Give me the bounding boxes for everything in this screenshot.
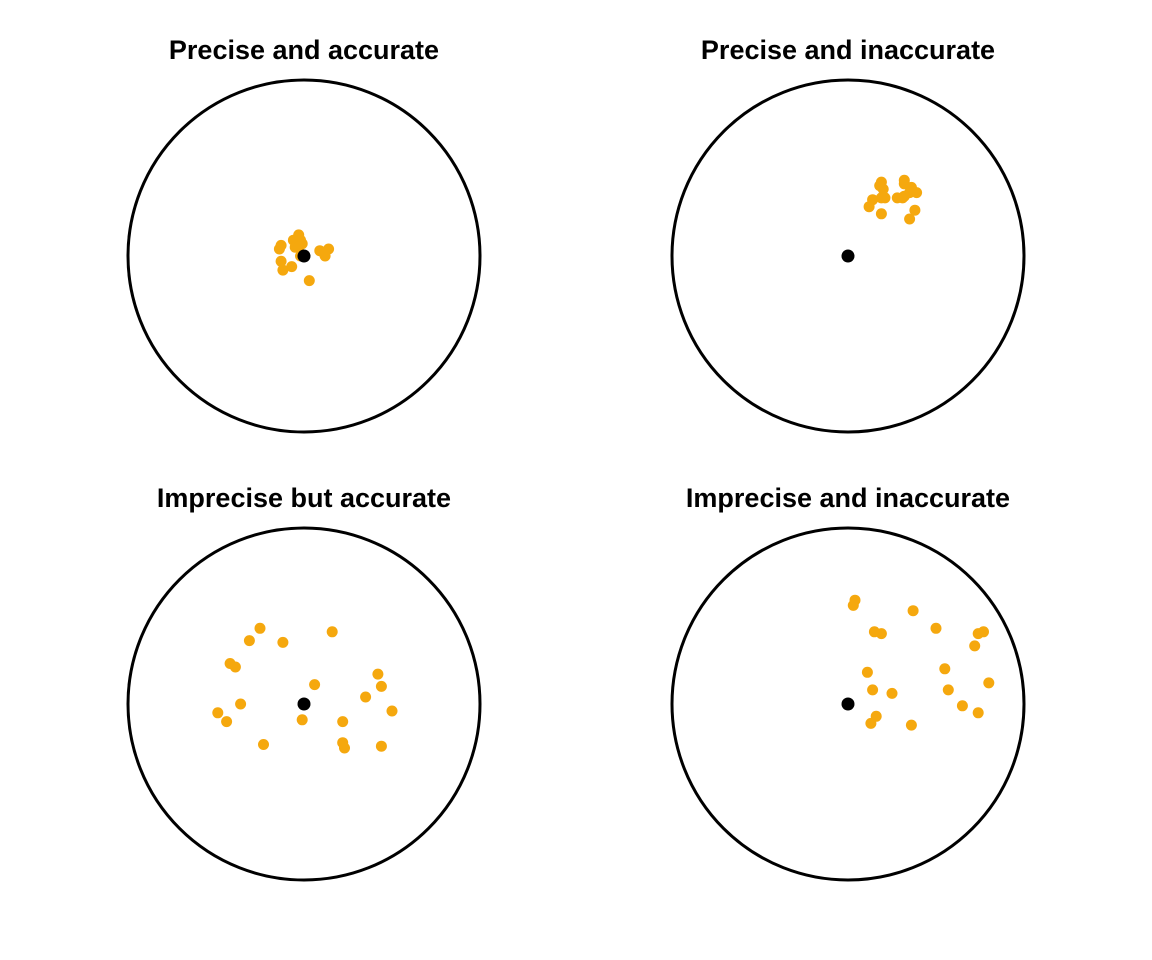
shot-point-precise-accurate: [275, 255, 287, 267]
shot-point-imprecise-accurate: [277, 636, 289, 648]
shot-point-imprecise-accurate: [386, 705, 398, 717]
shot-point-precise-accurate: [319, 250, 331, 262]
bullseye-center-precise-inaccurate: [841, 249, 855, 263]
shot-point-imprecise-accurate: [212, 707, 224, 719]
panel-precise-inaccurate: Precise and inaccurate: [670, 35, 1026, 434]
shot-point-precise-inaccurate: [879, 192, 891, 204]
panel-imprecise-accurate: Imprecise but accurate: [126, 483, 482, 882]
shot-point-imprecise-accurate: [339, 742, 350, 754]
bullseye-center-imprecise-inaccurate: [841, 697, 855, 711]
shot-point-imprecise-inaccurate: [867, 684, 879, 696]
shot-point-imprecise-inaccurate: [861, 666, 873, 678]
shot-point-imprecise-inaccurate: [847, 599, 859, 611]
shot-point-imprecise-accurate: [258, 739, 269, 750]
shot-point-imprecise-inaccurate: [942, 684, 954, 696]
shot-point-imprecise-accurate: [221, 716, 233, 728]
shot-point-precise-accurate: [286, 261, 298, 273]
target-circle-imprecise-inaccurate: [670, 526, 1026, 882]
shot-point-imprecise-accurate: [375, 740, 387, 752]
shot-point-imprecise-accurate: [372, 668, 384, 680]
target-circle-precise-inaccurate: [670, 78, 1026, 434]
shot-point-imprecise-inaccurate: [905, 719, 917, 731]
shot-point-imprecise-inaccurate: [930, 622, 942, 634]
target-circle-imprecise-accurate: [126, 526, 482, 882]
shot-point-imprecise-inaccurate: [978, 626, 989, 638]
shot-point-imprecise-inaccurate: [983, 677, 995, 689]
shot-point-imprecise-accurate: [309, 679, 321, 691]
shot-point-imprecise-inaccurate: [972, 707, 984, 719]
shot-point-precise-accurate: [277, 264, 289, 276]
bullseye-center-precise-accurate: [297, 249, 311, 263]
shot-point-imprecise-inaccurate: [865, 717, 877, 729]
panel-title-precise-accurate: Precise and accurate: [169, 35, 439, 65]
shot-point-imprecise-inaccurate: [939, 663, 951, 675]
shot-point-imprecise-accurate: [360, 691, 372, 703]
shot-point-precise-accurate: [273, 243, 285, 255]
panel-precise-accurate: Precise and accurate: [126, 35, 482, 434]
shot-point-imprecise-accurate: [375, 680, 387, 692]
shot-point-imprecise-accurate: [326, 626, 338, 638]
shot-point-imprecise-inaccurate: [956, 700, 968, 712]
shot-point-imprecise-accurate: [254, 622, 266, 634]
shot-point-imprecise-inaccurate: [886, 687, 898, 699]
shot-point-imprecise-inaccurate: [875, 628, 887, 640]
shot-point-precise-inaccurate: [891, 192, 903, 204]
target-circle-precise-accurate: [126, 78, 482, 434]
shot-point-precise-accurate: [303, 275, 315, 287]
shot-point-imprecise-inaccurate: [907, 605, 919, 617]
shot-point-precise-inaccurate: [877, 183, 889, 195]
shot-point-imprecise-inaccurate: [969, 640, 981, 652]
panel-title-imprecise-accurate: Imprecise but accurate: [157, 483, 451, 513]
shot-point-precise-accurate: [293, 241, 305, 253]
shot-point-imprecise-accurate: [243, 635, 255, 647]
shot-point-imprecise-accurate: [337, 716, 349, 728]
panel-imprecise-inaccurate: Imprecise and inaccurate: [670, 483, 1026, 882]
shot-point-precise-inaccurate: [863, 201, 875, 213]
shot-point-imprecise-accurate: [296, 714, 308, 726]
panel-title-imprecise-inaccurate: Imprecise and inaccurate: [686, 483, 1010, 513]
bullseye-center-imprecise-accurate: [297, 697, 311, 711]
shot-point-precise-inaccurate: [909, 204, 921, 216]
shot-point-precise-inaccurate: [875, 208, 887, 220]
shot-point-precise-inaccurate: [904, 213, 916, 225]
panel-title-precise-inaccurate: Precise and inaccurate: [701, 35, 995, 65]
shot-point-imprecise-accurate: [235, 698, 247, 710]
shot-point-imprecise-accurate: [229, 661, 241, 673]
